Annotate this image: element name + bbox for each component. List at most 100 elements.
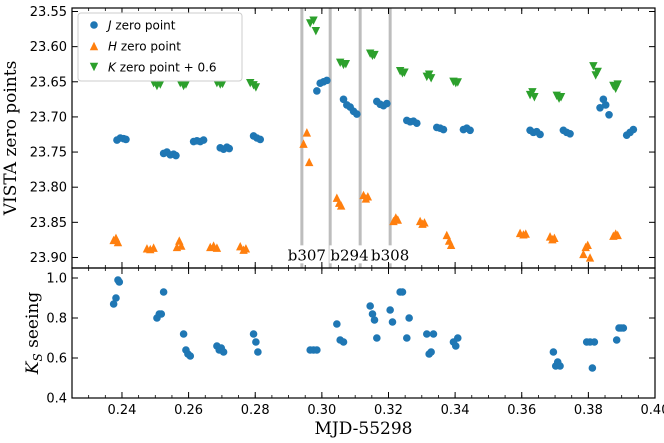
seeing-point	[619, 324, 628, 332]
legend-box	[77, 12, 243, 82]
legend-label-K: K zero point + 0.6	[108, 61, 217, 75]
legend-italic: H	[108, 40, 117, 54]
J-point	[466, 126, 474, 135]
annotation-label: b294	[330, 246, 368, 264]
top-ytick-label: 23.80	[30, 181, 67, 196]
J-point	[339, 95, 348, 104]
legend-label-J: J zero point	[106, 19, 176, 33]
legend-marker-H	[89, 41, 99, 51]
seeing-point	[366, 302, 374, 310]
bottom-ytick-label: 0.6	[46, 352, 67, 367]
xlabel: MJD-55298	[315, 419, 413, 439]
H-point	[579, 249, 588, 259]
seeing-point	[186, 352, 195, 360]
top-ytick-label: 23.70	[30, 110, 67, 125]
seeing-point	[612, 336, 621, 344]
series-K	[109, 16, 622, 103]
J-point	[225, 144, 234, 153]
H-point	[212, 243, 222, 252]
H-point	[393, 215, 403, 224]
seeing-point	[590, 338, 599, 346]
K-point	[613, 80, 622, 89]
K-point	[593, 67, 602, 77]
J-point	[199, 136, 208, 144]
legend-text: zero point + 0.6	[116, 61, 217, 75]
seeing-point	[453, 334, 462, 342]
H-point	[613, 230, 622, 240]
seeing-point	[386, 306, 394, 314]
H-point	[585, 253, 595, 262]
K-point	[530, 93, 539, 102]
K-point	[341, 60, 351, 69]
K-point	[370, 50, 379, 60]
J-point	[313, 87, 321, 95]
annotation-bg	[370, 245, 411, 264]
K-point	[246, 78, 255, 88]
K-point	[528, 88, 537, 97]
seeing-point	[422, 330, 431, 338]
annotation-bg	[329, 245, 370, 264]
seeing-point	[370, 316, 379, 324]
J-point	[353, 110, 361, 118]
H-point	[302, 128, 312, 137]
K-point	[453, 78, 462, 87]
seeing-point	[313, 346, 321, 354]
seeing-point	[339, 338, 348, 346]
top-ytick-label: 23.60	[30, 40, 67, 55]
seeing-point	[219, 348, 228, 356]
seeing-point	[157, 310, 166, 318]
top-panel: b307 b294 b308 23.55 23.60 23.65 23.70 23.75 23.…	[1, 5, 656, 269]
top-ytick-label: 23.85	[30, 216, 67, 231]
bottom-panel: 0.24 0.26 0.28 0.30 0.32 0.34 0.36 0.38 0.40 0.4 0…	[23, 267, 664, 439]
H-point	[550, 233, 559, 242]
J-point	[172, 151, 180, 160]
K-point	[589, 62, 598, 71]
seeing-point	[159, 288, 168, 296]
H-point	[420, 218, 429, 227]
bottom-xtick-label: 0.24	[107, 403, 136, 418]
K-point	[426, 74, 436, 83]
series-seeing	[109, 276, 628, 372]
J-point	[536, 130, 544, 139]
legend-text: zero point	[112, 19, 176, 33]
J-point	[413, 119, 421, 128]
bottom-xtick-label: 0.30	[307, 403, 336, 418]
ylabel-rest: seeing	[23, 292, 43, 354]
seeing-point	[368, 310, 377, 318]
seeing-point	[254, 348, 262, 356]
J-point	[323, 76, 331, 85]
H-point	[583, 240, 592, 250]
K-point	[181, 80, 191, 89]
seeing-point	[252, 338, 260, 346]
H-point	[113, 237, 123, 247]
top-ylabel: VISTA zero points	[1, 61, 21, 217]
legend-marker-J	[90, 21, 98, 29]
seeing-point	[427, 348, 435, 356]
J-point	[256, 135, 265, 144]
J-point	[596, 103, 604, 112]
bottom-xtick-label: 0.38	[574, 403, 603, 418]
bottom-frame	[71, 267, 656, 399]
top-ytick-label: 23.90	[30, 251, 67, 266]
K-point	[218, 79, 227, 89]
seeing-point	[388, 318, 397, 326]
K-point	[156, 80, 165, 89]
H-point	[363, 192, 373, 201]
bottom-ytick-label: 0.8	[46, 312, 67, 327]
ylabel-k: K	[23, 360, 43, 375]
seeing-point	[549, 348, 558, 356]
J-point	[605, 111, 613, 119]
bottom-xtick-label: 0.40	[641, 403, 664, 418]
bottom-ytick-label: 1.0	[46, 272, 67, 287]
H-point	[304, 157, 314, 167]
K-point	[251, 83, 261, 92]
annotation-label: b308	[371, 246, 409, 264]
J-point	[383, 99, 391, 108]
top-ytick-label: 23.65	[30, 75, 67, 90]
H-point	[241, 244, 251, 253]
seeing-point	[403, 334, 411, 342]
seeing-point	[112, 294, 120, 302]
J-point	[439, 125, 448, 134]
H-point	[336, 201, 346, 210]
seeing-point	[588, 364, 597, 372]
